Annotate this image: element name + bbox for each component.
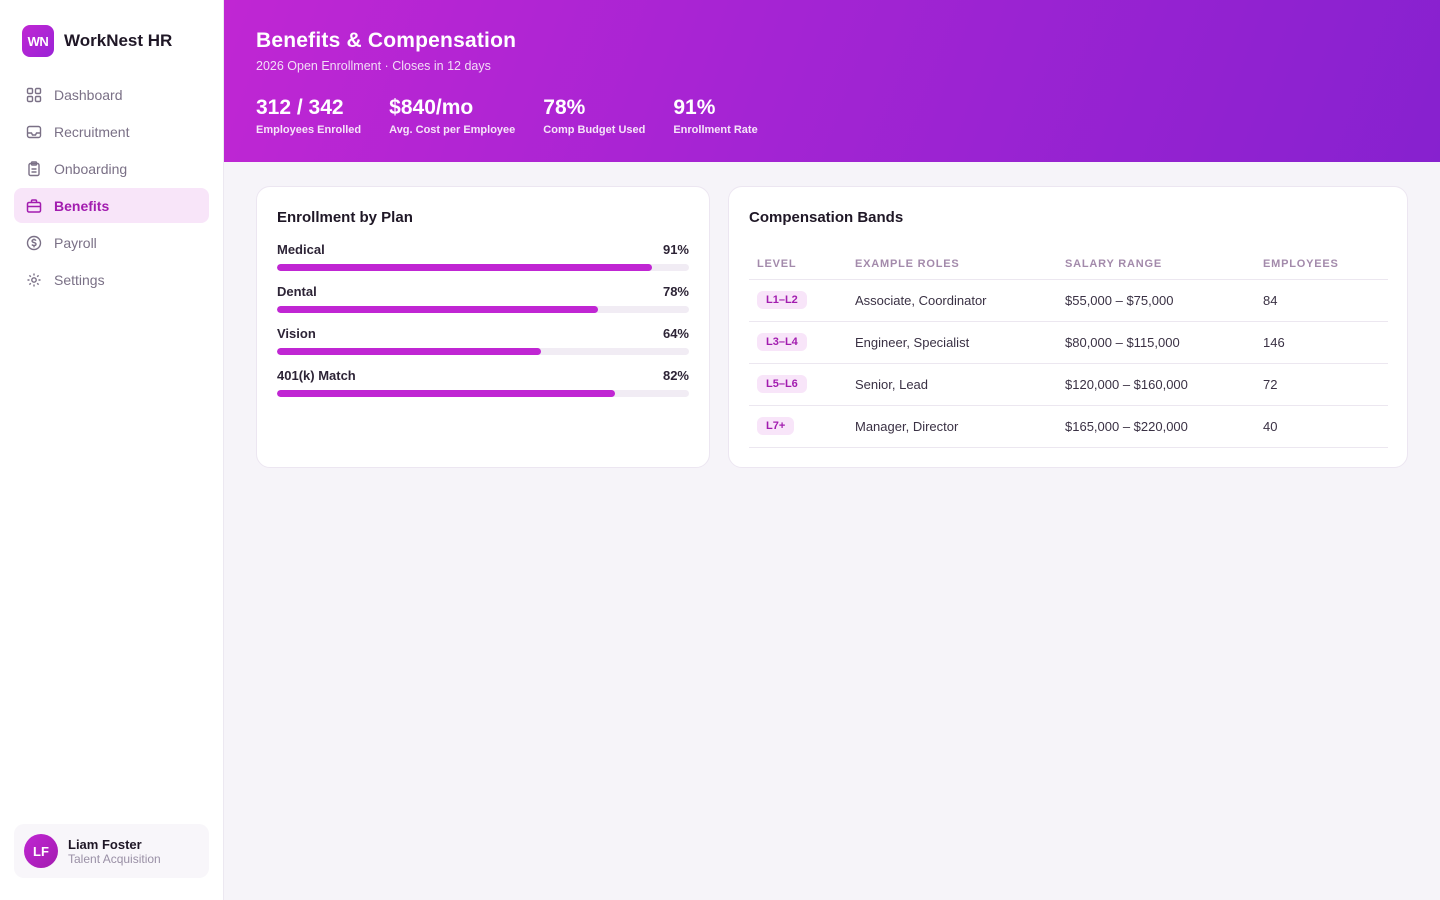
progress-fill	[277, 264, 652, 271]
table-row[interactable]: L1–L2 Associate, Coordinator $55,000 – $…	[749, 279, 1388, 322]
sidebar: WN WorkNest HR Dashboard Recruitment Onb…	[0, 0, 224, 900]
column-header-level: LEVEL	[749, 249, 847, 280]
gear-icon	[27, 273, 41, 286]
progress-fill	[277, 390, 615, 397]
column-header-salary: SALARY RANGE	[1057, 249, 1255, 280]
column-header-employees: EMPLOYEES	[1255, 249, 1388, 280]
sidebar-item-onboarding[interactable]: Onboarding	[14, 151, 209, 186]
user-card[interactable]: LF Liam Foster Talent Acquisition	[14, 824, 209, 878]
level-badge: L5–L6	[757, 375, 807, 393]
level-cell: L7+	[749, 405, 847, 448]
user-info: Liam Foster Talent Acquisition	[68, 837, 161, 866]
stat-comp-budget: 78% Comp Budget Used	[543, 96, 645, 136]
level-cell: L5–L6	[749, 363, 847, 406]
table-row[interactable]: L5–L6 Senior, Lead $120,000 – $160,000 7…	[749, 363, 1388, 406]
plan-name: 401(k) Match	[277, 368, 356, 383]
level-cell: L1–L2	[749, 279, 847, 322]
sidebar-item-payroll[interactable]: Payroll	[14, 225, 209, 260]
sidebar-item-recruitment[interactable]: Recruitment	[14, 114, 209, 149]
sidebar-item-dashboard[interactable]: Dashboard	[14, 77, 209, 112]
table-row[interactable]: L7+ Manager, Director $165,000 – $220,00…	[749, 405, 1388, 448]
page-header: Benefits & Compensation 2026 Open Enroll…	[224, 0, 1440, 162]
stat-value: 78%	[543, 96, 586, 119]
plan-name: Vision	[277, 326, 316, 341]
sidebar-nav: Dashboard Recruitment Onboarding Benefit…	[14, 77, 209, 299]
grid-icon	[26, 87, 42, 102]
sidebar-item-benefits[interactable]: Benefits	[14, 188, 209, 223]
stat-enrollment-rate: 91% Enrollment Rate	[673, 96, 757, 136]
employees-cell: 72	[1255, 363, 1388, 406]
employees-cell: 146	[1255, 321, 1388, 364]
roles-cell: Engineer, Specialist	[847, 321, 1057, 364]
stat-value: 312 / 342	[256, 96, 344, 119]
progress-track	[277, 390, 689, 397]
level-badge: L1–L2	[757, 291, 807, 309]
compensation-card: Compensation Bands LEVEL EXAMPLE ROLES S…	[728, 186, 1408, 468]
employees-cell: 84	[1255, 279, 1388, 322]
avatar: LF	[24, 834, 58, 868]
sidebar-item-settings[interactable]: Settings	[14, 262, 209, 297]
user-name: Liam Foster	[68, 836, 142, 852]
sidebar-item-label: Dashboard	[54, 86, 123, 103]
plan-vision: Vision 64%	[277, 326, 689, 368]
progress-track	[277, 306, 689, 313]
progress-fill	[277, 306, 599, 313]
stat-employees-enrolled: 312 / 342 Employees Enrolled	[256, 96, 361, 136]
roles-cell: Manager, Director	[847, 405, 1057, 448]
progress-track	[277, 264, 689, 271]
salary-cell: $55,000 – $75,000	[1057, 279, 1255, 322]
plan-list: Medical 91% Dental 78% Vision 64%	[277, 242, 689, 410]
stat-avg-cost: $840/mo Avg. Cost per Employee	[389, 96, 515, 136]
table-row[interactable]: L3–L4 Engineer, Specialist $80,000 – $11…	[749, 321, 1388, 364]
stat-value: 91%	[673, 96, 716, 119]
card-title: Compensation Bands	[749, 209, 904, 226]
employees-cell: 40	[1255, 405, 1388, 448]
salary-cell: $80,000 – $115,000	[1057, 321, 1255, 364]
dollar-circle-icon	[26, 235, 42, 250]
level-badge: L3–L4	[757, 333, 807, 351]
page-subtitle: 2026 Open Enrollment · Closes in 12 days	[256, 59, 491, 73]
level-cell: L3–L4	[749, 321, 847, 364]
enrollment-card: Enrollment by Plan Medical 91% Dental 78…	[256, 186, 710, 468]
inbox-icon	[26, 125, 42, 138]
roles-cell: Associate, Coordinator	[847, 279, 1057, 322]
progress-fill	[277, 348, 541, 355]
stat-label: Avg. Cost per Employee	[389, 124, 516, 136]
stat-label: Employees Enrolled	[256, 124, 362, 136]
brand-name: WorkNest HR	[64, 31, 173, 50]
user-role: Talent Acquisition	[68, 851, 161, 866]
salary-cell: $165,000 – $220,000	[1057, 405, 1255, 448]
page-title: Benefits & Compensation	[256, 29, 517, 52]
plan-name: Medical	[277, 242, 325, 257]
sidebar-item-label: Benefits	[54, 197, 110, 214]
briefcase-icon	[26, 198, 42, 213]
plan-name: Dental	[277, 284, 317, 299]
clipboard-icon	[28, 160, 40, 176]
sidebar-item-label: Onboarding	[54, 160, 128, 177]
plan-percent: 82%	[662, 368, 689, 383]
plan-dental: Dental 78%	[277, 284, 689, 326]
brand-logo: WN	[22, 25, 54, 57]
sidebar-item-label: Recruitment	[54, 123, 130, 140]
compensation-table: LEVEL EXAMPLE ROLES SALARY RANGE EMPLOYE…	[749, 249, 1388, 448]
brand[interactable]: WN WorkNest HR	[22, 25, 172, 57]
stat-label: Enrollment Rate	[673, 124, 758, 136]
sidebar-item-label: Payroll	[54, 234, 97, 251]
stat-label: Comp Budget Used	[543, 124, 646, 136]
level-badge: L7+	[757, 417, 795, 435]
salary-cell: $120,000 – $160,000	[1057, 363, 1255, 406]
card-title: Enrollment by Plan	[277, 209, 413, 226]
plan-percent: 91%	[662, 242, 689, 257]
sidebar-item-label: Settings	[54, 271, 105, 288]
table-header-row: LEVEL EXAMPLE ROLES SALARY RANGE EMPLOYE…	[749, 249, 1388, 280]
header-stats: 312 / 342 Employees Enrolled $840/mo Avg…	[256, 96, 786, 136]
plan-percent: 78%	[662, 284, 689, 299]
progress-track	[277, 348, 689, 355]
plan-medical: Medical 91%	[277, 242, 689, 284]
plan-401k: 401(k) Match 82%	[277, 368, 689, 410]
stat-value: $840/mo	[389, 96, 474, 119]
plan-percent: 64%	[662, 326, 689, 341]
roles-cell: Senior, Lead	[847, 363, 1057, 406]
column-header-roles: EXAMPLE ROLES	[847, 249, 1057, 280]
